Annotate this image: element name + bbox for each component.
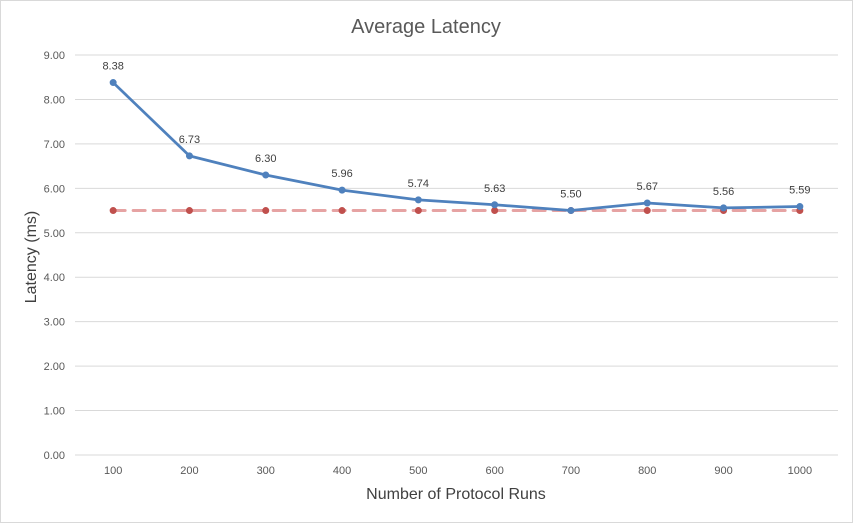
y-tick-label: 4.00 (44, 272, 65, 284)
y-tick-label: 6.00 (44, 183, 65, 195)
series-group (109, 79, 804, 215)
y-tick-label: 3.00 (44, 317, 65, 329)
y-tick-label: 9.00 (44, 50, 65, 62)
gridlines (75, 54, 838, 456)
data-label: 6.73 (179, 134, 200, 146)
data-label: 6.30 (255, 153, 276, 165)
dashed-series-point (643, 207, 651, 215)
series-point (109, 79, 117, 87)
y-tick-label: 5.00 (44, 228, 65, 240)
y-tick-label: 7.00 (44, 139, 65, 151)
y-axis-ticks: 0.00 1.00 2.00 3.00 4.00 5.00 6.00 7.00 8.00 9.00 (44, 50, 65, 462)
y-tick-label: 2.00 (44, 361, 65, 373)
data-label: 5.50 (560, 189, 581, 201)
series-line (111, 81, 802, 212)
data-label: 5.63 (484, 183, 505, 195)
dashed-series-point (185, 207, 193, 215)
dashed-series-point (109, 207, 117, 215)
series-point (796, 203, 804, 211)
data-label: 5.74 (408, 178, 429, 190)
x-tick-label: 600 (485, 465, 503, 477)
x-tick-label: 100 (104, 465, 122, 477)
dashed-series-point (338, 207, 346, 215)
x-axis-title: Number of Protocol Runs (366, 486, 546, 503)
x-tick-label: 700 (562, 465, 580, 477)
series-point (414, 196, 422, 204)
data-label: 8.38 (102, 61, 123, 73)
x-tick-label: 200 (180, 465, 198, 477)
series-point (262, 171, 270, 179)
series-point (491, 201, 499, 209)
data-labels: 8.38 6.73 6.30 5.96 5.74 5.63 5.50 5.67 5.56 5.59 (102, 61, 810, 201)
chart-title: Average Latency (351, 16, 501, 38)
x-tick-label: 900 (714, 465, 732, 477)
series-point (338, 186, 346, 194)
data-label: 5.59 (789, 185, 810, 197)
data-label: 5.56 (713, 186, 734, 198)
x-tick-label: 800 (638, 465, 656, 477)
y-axis-title: Latency (ms) (23, 211, 40, 303)
series-point (567, 207, 575, 215)
x-tick-label: 400 (333, 465, 351, 477)
dashed-series-point (262, 207, 270, 215)
y-tick-label: 0.00 (44, 450, 65, 462)
series-point (643, 199, 651, 207)
y-tick-label: 1.00 (44, 406, 65, 418)
series-point (720, 204, 728, 212)
dashed-series-point (414, 207, 422, 215)
x-tick-label: 1000 (788, 465, 812, 477)
data-label: 5.67 (637, 181, 658, 193)
series-point (185, 152, 193, 160)
dashed-series-point (491, 207, 499, 215)
x-tick-label: 300 (257, 465, 275, 477)
x-axis-ticks: 100 200 300 400 500 600 700 800 900 1000 (104, 465, 812, 477)
x-tick-label: 500 (409, 465, 427, 477)
y-tick-label: 8.00 (44, 94, 65, 106)
data-label: 5.96 (331, 168, 352, 180)
